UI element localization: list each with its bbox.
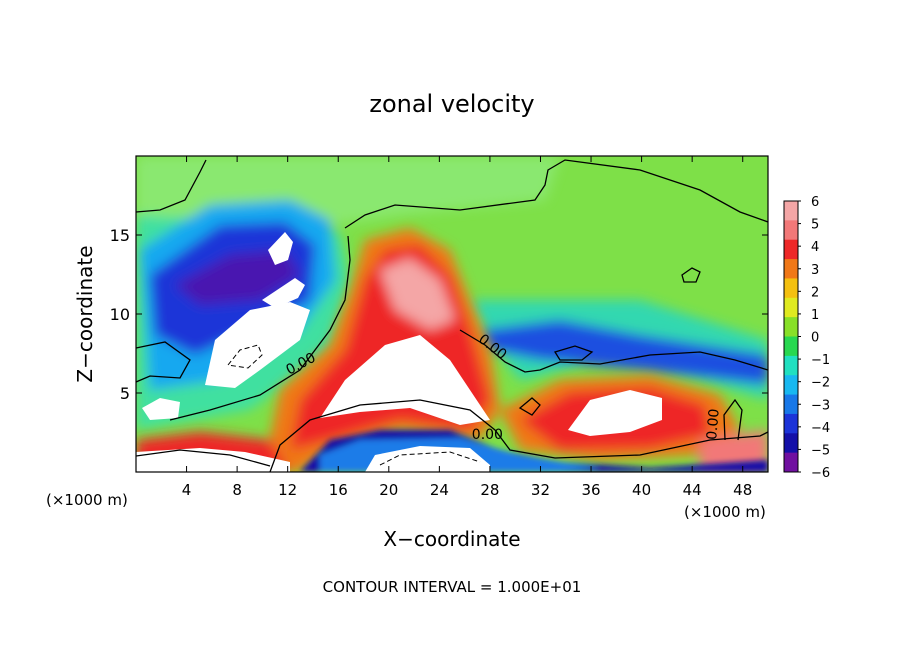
heatmap-field: [136, 156, 768, 472]
x-tick-label-7: 32: [531, 481, 550, 499]
white-zone-upper-left-2: [262, 278, 305, 308]
chart-title: zonal velocity: [369, 90, 534, 118]
x-tick-label-3: 16: [329, 481, 348, 499]
contour-island-1: [681, 267, 701, 283]
colorbar-swatch-0: [784, 201, 798, 221]
colorbar-swatch-6: [784, 317, 798, 337]
contour-zero-center: [269, 399, 768, 472]
y-tick-label-1: 10: [110, 305, 130, 324]
region-mid-blue-band: [480, 320, 768, 385]
contour-zero-right: [459, 329, 768, 373]
colorbar-label-12: −6: [811, 466, 830, 481]
contour-island-3: [518, 397, 541, 416]
colorbar-swatch-1: [784, 220, 798, 241]
x-tick-label-9: 40: [632, 481, 651, 499]
x-tick-label-5: 24: [430, 481, 449, 499]
colorbar-label-1: 5: [811, 218, 819, 233]
y-axis-label: Z−coordinate: [73, 245, 97, 382]
x-tick-label-8: 36: [581, 481, 600, 499]
x-tick-label-4: 20: [379, 481, 398, 499]
contour-island-2: [553, 345, 594, 361]
white-zone-bottom-left: [136, 448, 290, 472]
x-axis-ticks: 4 8 12 16 20 24 28 32 36 40 44 48: [182, 156, 752, 499]
white-zone-bottom-center: [365, 446, 490, 472]
colorbar-label-4: 2: [811, 285, 819, 300]
colorbar-swatch-8: [784, 355, 798, 376]
contour-mid-left: [136, 341, 191, 383]
colorbar-swatch-5: [784, 297, 798, 318]
colorbar-swatch-10: [784, 394, 798, 415]
white-zone-right: [568, 390, 662, 436]
x-tick-label-1: 8: [232, 481, 242, 499]
contour-lines: [136, 159, 768, 472]
contour-right-vertical: [723, 398, 743, 441]
colorbar-swatch-2: [784, 239, 798, 260]
x-unit-left: (×1000 m): [46, 491, 128, 509]
contour-dashed-left: [227, 344, 263, 369]
colorbar-swatch-13: [784, 452, 798, 473]
colorbar-swatch-3: [784, 259, 798, 279]
contour-label-2: 0.00: [472, 427, 503, 443]
region-upper-left-core: [175, 250, 300, 305]
contour-dashed-bottom: [379, 451, 481, 466]
x-axis-label: X−coordinate: [383, 527, 520, 551]
y-tick-label-0: 5: [120, 384, 130, 403]
white-zone-left-large: [205, 302, 310, 388]
contour-zero-left: [169, 235, 351, 421]
white-zone-left-small: [142, 398, 180, 420]
region-plume-core: [380, 258, 455, 330]
y-axis-ticks: 5 10 15: [110, 226, 768, 403]
x-tick-label-11: 48: [733, 481, 752, 499]
colorbar-label-8: −2: [811, 376, 830, 391]
colorbar-label-9: −3: [811, 398, 830, 413]
colorbar-label-0: 6: [811, 195, 819, 210]
colorbar-label-6: 0: [811, 331, 819, 346]
y-tick-label-2: 15: [110, 226, 130, 245]
colorbar-label-10: −4: [811, 421, 830, 436]
colorbar-label-7: −1: [811, 353, 830, 368]
colorbar-label-2: 4: [811, 240, 819, 255]
x-tick-label-0: 4: [182, 481, 192, 499]
saturated-zones: [136, 232, 662, 472]
contour-interval-note: CONTOUR INTERVAL = 1.000E+01: [323, 578, 582, 596]
colorbar-label-11: −5: [811, 443, 830, 458]
x-tick-label-10: 44: [683, 481, 702, 499]
colorbar: 6 5 4 3 2 1 0 −1 −2 −3 −4 −5 −6: [783, 195, 830, 481]
colorbar-swatch-12: [784, 433, 798, 454]
white-zone-upper-left-1: [268, 232, 293, 265]
contour-top: [136, 159, 768, 229]
contour-label-3: 0.00: [704, 408, 723, 440]
x-unit-right: (×1000 m): [684, 503, 766, 521]
colorbar-label-3: 3: [811, 263, 819, 278]
colorbar-swatch-9: [784, 375, 798, 396]
x-tick-label-6: 28: [480, 481, 499, 499]
colorbar-swatch-4: [784, 278, 798, 299]
colorbar-swatch-11: [784, 413, 798, 434]
white-zone-center: [320, 335, 490, 425]
colorbar-label-5: 1: [811, 308, 819, 323]
contour-bottom: [136, 449, 271, 467]
colorbar-swatch-7: [784, 336, 798, 357]
x-tick-label-2: 12: [278, 481, 297, 499]
